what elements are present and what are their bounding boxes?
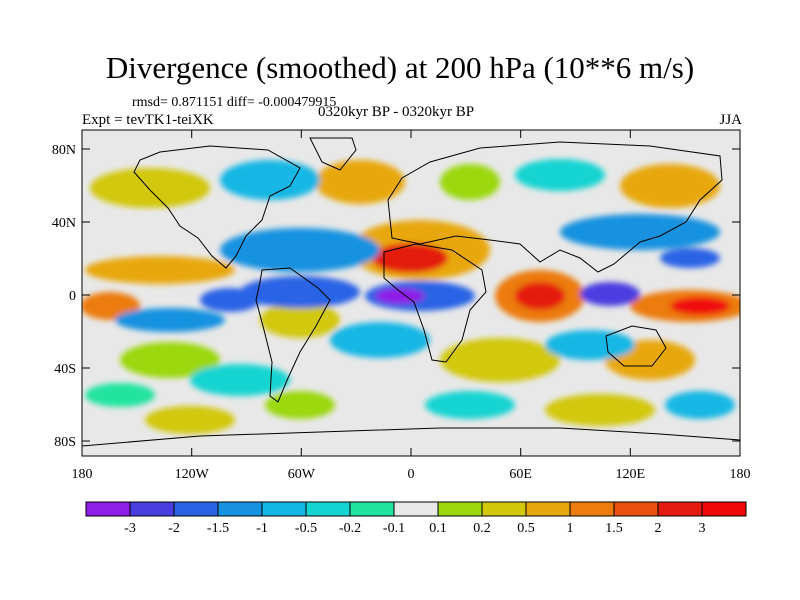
field-patch bbox=[145, 406, 235, 434]
lat-label: 0 bbox=[69, 289, 76, 304]
colorbar-label: -3 bbox=[124, 521, 136, 536]
map-panel: 80N 40N 0 40S 80S 180 120W 60W 0 60E 120… bbox=[52, 129, 751, 482]
period-label: 0320kyr BP - 0320kyr BP bbox=[318, 104, 475, 120]
colorbar-label: -0.1 bbox=[383, 521, 405, 536]
colorbar-label: 1.5 bbox=[605, 521, 623, 536]
coastline-africa bbox=[383, 243, 487, 363]
field-patch bbox=[440, 338, 560, 382]
colorbar-label: -2 bbox=[168, 521, 180, 536]
field-patch bbox=[190, 364, 290, 396]
lat-label: 40N bbox=[52, 216, 76, 231]
field-patch bbox=[545, 394, 655, 426]
field-patch bbox=[85, 256, 235, 284]
coastline-eurasia bbox=[387, 141, 723, 273]
colorbar-label: 0.2 bbox=[473, 521, 491, 536]
colorbar-label: -1 bbox=[256, 521, 268, 536]
colorbar-label: -0.2 bbox=[339, 521, 361, 536]
field-patch bbox=[85, 383, 155, 407]
coastline-south-america bbox=[255, 267, 331, 403]
field-patch bbox=[220, 160, 320, 200]
field-patch bbox=[545, 330, 635, 360]
coastline-australia bbox=[605, 325, 667, 367]
field-patch bbox=[580, 282, 640, 306]
lon-label: 60W bbox=[288, 467, 316, 482]
field-patch bbox=[115, 308, 225, 332]
lon-label: 0 bbox=[408, 467, 415, 482]
stats-line: rmsd= 0.871151 diff= -0.000479915 bbox=[132, 95, 337, 110]
lon-ticks bbox=[81, 130, 741, 456]
lat-ticks bbox=[82, 148, 740, 442]
colorbar: -3 -2 -1.5 -1 -0.5 -0.2 -0.1 0.1 0.2 0.5… bbox=[85, 501, 747, 536]
colorbar-label: 1 bbox=[567, 521, 574, 536]
coastlines bbox=[81, 137, 741, 447]
field-patch bbox=[260, 302, 340, 338]
colorbar-label: -1.5 bbox=[207, 521, 229, 536]
colorbar-box bbox=[701, 501, 747, 517]
colorbar-box bbox=[305, 501, 351, 517]
field-patch bbox=[515, 159, 605, 191]
lon-label: 60E bbox=[509, 467, 532, 482]
field-patch bbox=[425, 391, 515, 419]
divergence-field bbox=[82, 159, 740, 434]
colorbar-box bbox=[393, 501, 439, 517]
field-patch bbox=[670, 297, 730, 315]
season-label: JJA bbox=[719, 112, 742, 128]
colorbar-label: 0.1 bbox=[429, 521, 447, 536]
field-patch bbox=[90, 168, 210, 208]
colorbar-box bbox=[569, 501, 615, 517]
colorbar-box bbox=[173, 501, 219, 517]
lat-label: 40S bbox=[54, 362, 76, 377]
plot-title: Divergence (smoothed) at 200 hPa (10**6 … bbox=[105, 50, 695, 85]
coastline-greenland bbox=[309, 137, 357, 171]
colorbar-label: 2 bbox=[655, 521, 662, 536]
field-patch bbox=[220, 228, 380, 272]
colorbar-box bbox=[261, 501, 307, 517]
field-patch bbox=[120, 342, 220, 378]
lat-label: 80S bbox=[54, 435, 76, 450]
field-patch bbox=[515, 282, 565, 310]
field-patch bbox=[315, 160, 405, 204]
colorbar-box bbox=[481, 501, 527, 517]
colorbar-label: 3 bbox=[699, 521, 706, 536]
colorbar-box bbox=[613, 501, 659, 517]
lon-label: 180 bbox=[730, 467, 751, 482]
lon-label: 120W bbox=[175, 467, 210, 482]
field-patch bbox=[665, 391, 735, 419]
colorbar-box bbox=[525, 501, 571, 517]
field-patch bbox=[440, 164, 500, 200]
colorbar-box bbox=[349, 501, 395, 517]
lon-label: 180 bbox=[72, 467, 93, 482]
coastline-antarctica bbox=[81, 427, 741, 447]
colorbar-box bbox=[437, 501, 483, 517]
colorbar-boxes bbox=[85, 501, 747, 517]
field-patch bbox=[330, 322, 430, 358]
coastline-north-america bbox=[133, 145, 301, 269]
colorbar-label: -0.5 bbox=[295, 521, 317, 536]
field-patch bbox=[265, 391, 335, 419]
colorbar-box bbox=[85, 501, 131, 517]
colorbar-box bbox=[657, 501, 703, 517]
lon-label: 120E bbox=[616, 467, 646, 482]
colorbar-box bbox=[129, 501, 175, 517]
field-patch bbox=[560, 214, 720, 250]
colorbar-label: 0.5 bbox=[517, 521, 535, 536]
field-patch bbox=[200, 288, 260, 312]
experiment-label: Expt = tevTK1-teiXK bbox=[82, 112, 214, 128]
field-patch bbox=[375, 288, 425, 304]
lat-label: 80N bbox=[52, 143, 76, 158]
colorbar-box bbox=[217, 501, 263, 517]
field-patch bbox=[620, 164, 720, 208]
field-patch bbox=[660, 248, 720, 268]
